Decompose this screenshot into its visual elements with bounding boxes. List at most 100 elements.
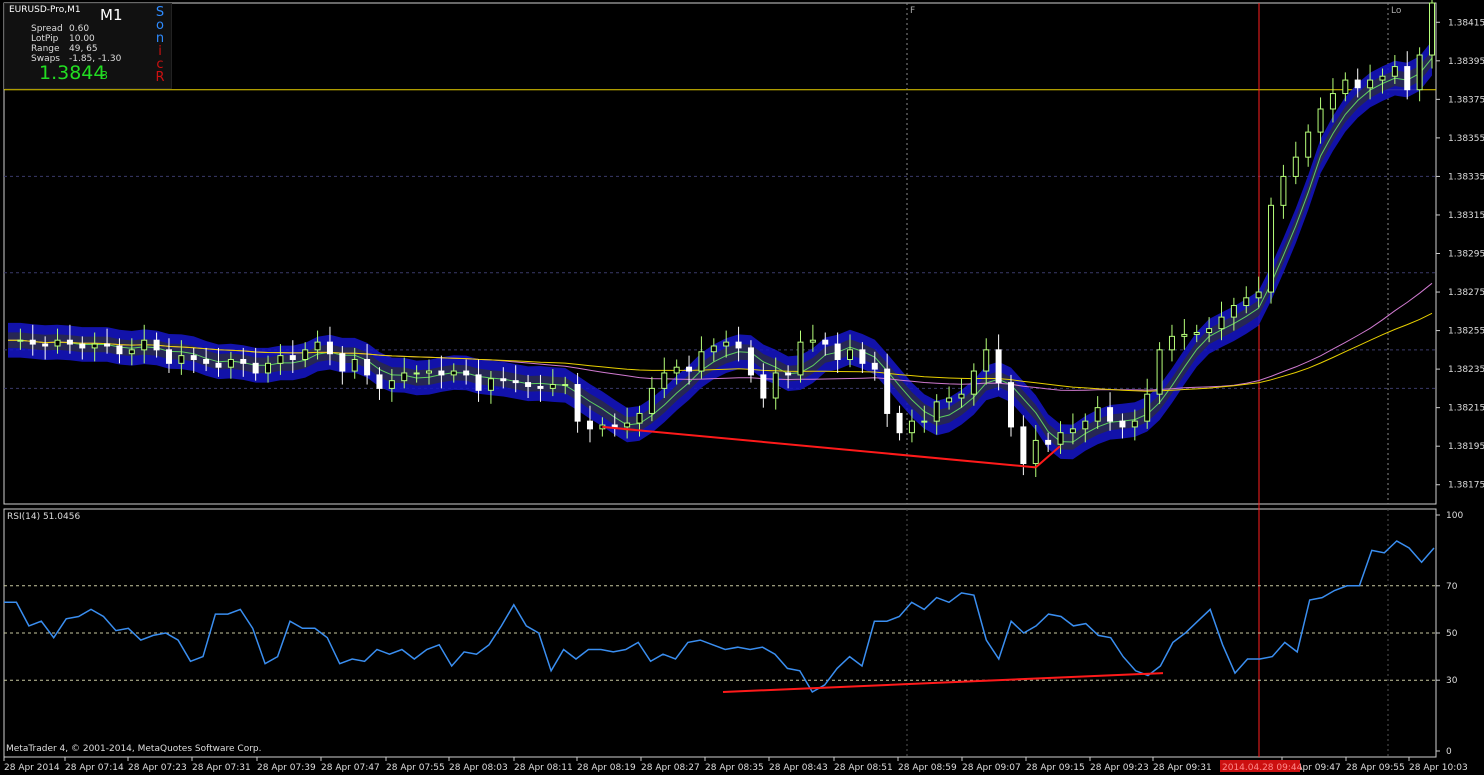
candle-body: [1193, 332, 1200, 335]
rsi-axis-label: 100: [1446, 511, 1463, 521]
time-axis-label: 28 Apr 07:31: [192, 763, 251, 773]
candle-body: [747, 347, 754, 376]
time-axis-label: 28 Apr 08:19: [577, 763, 636, 773]
candle-body: [66, 339, 73, 345]
candle-body: [562, 384, 569, 387]
price-axis-label: 1.38215: [1448, 404, 1484, 414]
candle-body: [104, 343, 111, 347]
price-channel-band: [8, 40, 1432, 460]
candle-body: [1020, 426, 1027, 465]
spread-row: Spread 0.60: [31, 24, 90, 34]
price-axis-label: 1.38335: [1448, 172, 1484, 182]
price-axis-label: 1.38275: [1448, 288, 1484, 298]
price-axis-label: 1.38175: [1448, 481, 1484, 491]
candle-body: [537, 385, 544, 389]
rsi-axis-label: 30: [1446, 676, 1458, 686]
candle-body: [1280, 175, 1287, 206]
candle-body: [128, 349, 135, 355]
sonic-vertical-label: S o n i c R: [155, 5, 165, 85]
symbol-label: EURUSD-Pro,M1: [9, 5, 81, 15]
candle-body: [797, 341, 804, 376]
candle-body: [1144, 393, 1151, 422]
candle-body: [822, 339, 829, 345]
candle-body: [1429, 2, 1435, 56]
candle-body: [896, 412, 903, 434]
candle-body: [512, 380, 519, 384]
highlight-time-label: 2014.04.28 09:44: [1222, 763, 1303, 773]
candle-body: [475, 374, 482, 391]
candle-body: [438, 370, 445, 376]
candle-body: [1255, 291, 1262, 299]
candle-body: [413, 372, 420, 375]
candle-body: [141, 339, 148, 351]
candle-body: [760, 374, 767, 399]
price-panel-frame: [3, 2, 1437, 505]
price-divergence-line-2: [1035, 445, 1061, 469]
candle-body: [487, 378, 494, 391]
rsi-indicator-label: RSI(14) 51.0456: [7, 512, 81, 522]
candle-body: [165, 349, 172, 364]
candle-body: [995, 349, 1002, 384]
candle-body: [1069, 428, 1076, 434]
time-axis-label: 28 Apr 10:03: [1409, 763, 1468, 773]
candle-body: [1032, 439, 1039, 465]
swaps-row: Swaps -1.85, -1.30: [31, 54, 122, 64]
time-axis-label: 28 Apr 07:23: [128, 763, 187, 773]
candle-body: [178, 355, 185, 364]
time-axis-label: 28 Apr 08:35: [705, 763, 764, 773]
time-axis-label: 28 Apr 07:47: [321, 763, 380, 773]
copyright-footer: MetaTrader 4, © 2001-2014, MetaQuotes So…: [6, 744, 262, 754]
price-axis-label: 1.38355: [1448, 134, 1484, 144]
candle-body: [1082, 420, 1089, 430]
candle-body: [772, 372, 779, 399]
candle-body: [1305, 131, 1312, 158]
candle-body: [79, 343, 86, 349]
candle-body: [1268, 204, 1275, 293]
candle-body: [921, 420, 928, 423]
candle-body: [227, 358, 234, 368]
candle-body: [1218, 316, 1225, 330]
candle-body: [500, 378, 507, 382]
candle-body: [339, 353, 346, 372]
bid-price-fraction: 3: [101, 69, 108, 82]
candle-body: [549, 384, 556, 389]
candle-body: [1391, 66, 1398, 77]
candle-body: [958, 393, 965, 399]
candle-body: [871, 362, 878, 370]
time-axis-label: 28 Apr 09:07: [962, 763, 1021, 773]
price-axis-label: 1.38395: [1448, 57, 1484, 67]
candle-body: [450, 370, 457, 376]
candle-body: [636, 412, 643, 424]
candle-body: [624, 422, 631, 428]
timeframe-label: M1: [100, 6, 123, 24]
time-axis-label: 28 Apr 09:55: [1346, 763, 1405, 773]
candle-body: [302, 349, 309, 360]
range-row: Range 49, 65: [31, 44, 98, 54]
time-axis-label: 28 Apr 07:39: [257, 763, 316, 773]
price-axis-label: 1.38255: [1448, 327, 1484, 337]
candle-body: [710, 345, 717, 353]
candle-body: [648, 387, 655, 414]
candle-body: [1057, 432, 1064, 445]
candle-body: [17, 339, 24, 342]
candle-body: [673, 366, 680, 374]
candle-body: [54, 339, 61, 347]
candle-body: [1292, 156, 1299, 177]
candle-body: [314, 341, 321, 351]
candle-body: [1045, 439, 1052, 445]
price-divergence-line: [602, 425, 1036, 469]
ema-fast-line: [8, 57, 1433, 443]
rsi-axis-label: 50: [1446, 629, 1458, 639]
candle-body: [326, 341, 333, 355]
time-axis-label: 28 Apr 09:31: [1153, 763, 1212, 773]
candle-body: [884, 368, 891, 414]
candle-body: [970, 370, 977, 395]
time-axis-label: 28 Apr 07:14: [65, 763, 124, 773]
highlight-time-box: [1220, 760, 1300, 772]
candle-body: [91, 343, 98, 349]
candle-body: [1107, 407, 1114, 422]
candle-body: [1404, 66, 1411, 91]
candle-body: [1329, 93, 1336, 110]
price-axis-label: 1.38315: [1448, 211, 1484, 221]
